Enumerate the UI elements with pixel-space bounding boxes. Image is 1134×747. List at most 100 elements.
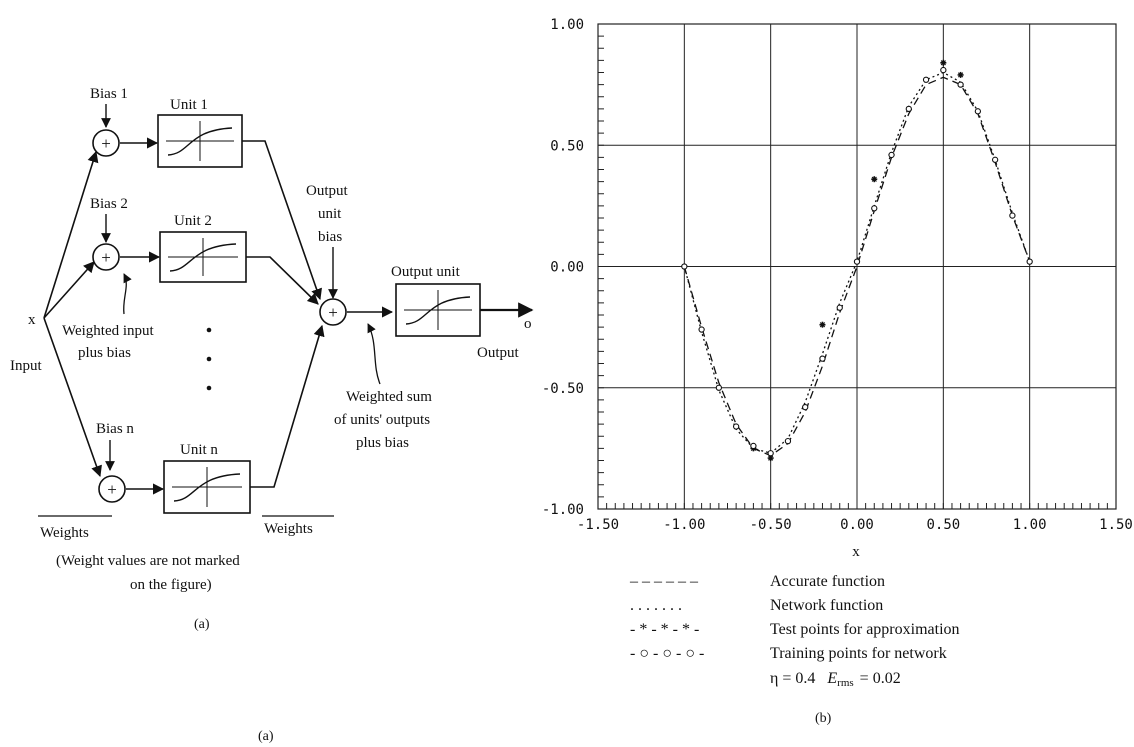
training-point (871, 205, 878, 212)
training-point (991, 156, 999, 163)
bias-n-label: Bias n (96, 421, 134, 437)
param-erms-val: = 0.02 (860, 670, 901, 687)
sum-node-2 (92, 243, 120, 271)
input-arrow-n (43, 317, 102, 478)
param-erms: E (826, 670, 837, 687)
training-point (905, 105, 912, 113)
test-point (871, 176, 878, 183)
x-axis-label: x (852, 544, 860, 560)
sum-symbol-2: + (101, 248, 111, 267)
training-point (888, 151, 895, 159)
x-tick-label: -1.00 (663, 517, 705, 533)
x-tick-label: 0.00 (840, 517, 874, 533)
output-symbol: o (524, 316, 532, 332)
training-point (940, 66, 947, 74)
y-tick-label: 0.00 (550, 260, 584, 276)
weighted-sum-label-line1: Weighted sum (346, 389, 432, 405)
sum-node-1 (92, 129, 120, 157)
legend-params: η = 0.4 Erms = 0.02 (770, 670, 901, 689)
sum-symbol-n: + (107, 480, 117, 499)
sigmoid-icon (167, 127, 233, 156)
y-tick-label: 1.00 (550, 17, 584, 33)
input-symbol: x (28, 312, 36, 328)
sigmoid-icon (405, 296, 471, 325)
ellipsis-dots (206, 327, 212, 391)
unit-1-to-output-arrow (242, 140, 322, 301)
output-unit-box (395, 283, 481, 337)
unit-n-box (163, 460, 251, 514)
weighted-sum-label-line3: plus bias (356, 435, 409, 451)
legend-marker-test: - * - * - * - (630, 621, 699, 638)
training-point (853, 258, 861, 265)
input-label: Input (10, 358, 42, 374)
unit-1-box (157, 114, 243, 168)
unit-1-label: Unit 1 (170, 97, 208, 113)
weights-right-label: Weights (264, 521, 313, 537)
weighted-sum-pointer (367, 323, 381, 385)
training-point (784, 437, 792, 445)
chart: -1.50 -1.00 -0.50 0.00 0.50 1.00 1.501.000.500… (542, 17, 1133, 560)
output-bias-label-line1: Output (306, 183, 349, 199)
training-point (922, 76, 930, 83)
sigmoid-icon (173, 473, 241, 502)
x-tick-label: 1.00 (1013, 517, 1047, 533)
network-diagram: x Input Bias 1 + Unit 1 Bias 2 + Unit 2 (10, 86, 534, 632)
legend-text-test: Test points for approximation (770, 621, 960, 638)
y-tick-label: 0.50 (550, 138, 584, 154)
param-eta: η = 0.4 (770, 670, 815, 687)
y-tick-label: -1.00 (542, 502, 584, 518)
training-point (681, 263, 688, 270)
weighted-input-label-line1: Weighted input (62, 323, 155, 339)
output-bias-label-line3: bias (318, 229, 342, 245)
legend-marker-network: . . . . . . . (630, 597, 682, 614)
training-point (974, 108, 982, 115)
x-tick-label: 0.50 (926, 517, 960, 533)
training-point (1026, 258, 1033, 265)
test-point (819, 321, 826, 328)
test-point (940, 59, 947, 66)
legend-marker-accurate: – – – – – – (629, 573, 699, 590)
training-point (819, 355, 826, 362)
training-point (698, 326, 705, 333)
weights-note-line2: on the figure) (130, 577, 212, 593)
chart-series (681, 59, 1033, 462)
chart-tick-labels: -1.50 -1.00 -0.50 0.00 0.50 1.00 1.501.000.500… (542, 17, 1133, 533)
sum-symbol-1: + (101, 134, 111, 153)
weighted-sum-label-line2: of units' outputs (334, 412, 430, 428)
training-point (802, 403, 809, 411)
training-point (715, 384, 723, 391)
unit-n-to-output-arrow (250, 324, 325, 488)
diagram-sub-caption: (a) (194, 617, 210, 632)
unit-2-label: Unit 2 (174, 213, 212, 229)
chart-legend: – – – – – – Accurate function . . . . . … (629, 573, 960, 689)
input-arrow-2 (43, 261, 95, 319)
output-label: Output (477, 345, 520, 361)
output-sum-symbol: + (328, 303, 338, 322)
weighted-input-label-line2: plus bias (78, 345, 131, 361)
sigmoid-icon (169, 243, 237, 272)
weighted-input-pointer (123, 273, 132, 315)
y-tick-label: -0.50 (542, 381, 584, 397)
legend-text-accurate: Accurate function (770, 573, 885, 590)
series-line-accurate-function (683, 76, 1031, 457)
chart-grid (597, 23, 1117, 510)
training-point (750, 442, 757, 450)
training-point (767, 450, 774, 457)
input-arrow-1 (43, 150, 99, 319)
test-point (957, 71, 964, 78)
weights-note-line1: (Weight values are not marked (56, 553, 240, 569)
x-tick-label: -0.50 (750, 517, 792, 533)
sum-node-n (98, 475, 126, 503)
training-point (1009, 212, 1016, 219)
unit-2-to-output-arrow (246, 256, 319, 305)
caption-right: (b) (815, 711, 832, 726)
x-tick-label: 1.50 (1099, 517, 1133, 533)
unit-2-box (159, 231, 247, 283)
caption-left: (a) (258, 729, 274, 744)
legend-text-network: Network function (770, 597, 883, 614)
output-bias-label-line2: unit (318, 206, 342, 222)
bias-2-label: Bias 2 (90, 196, 128, 212)
training-point (957, 81, 964, 88)
legend-text-training: Training points for network (770, 645, 947, 662)
